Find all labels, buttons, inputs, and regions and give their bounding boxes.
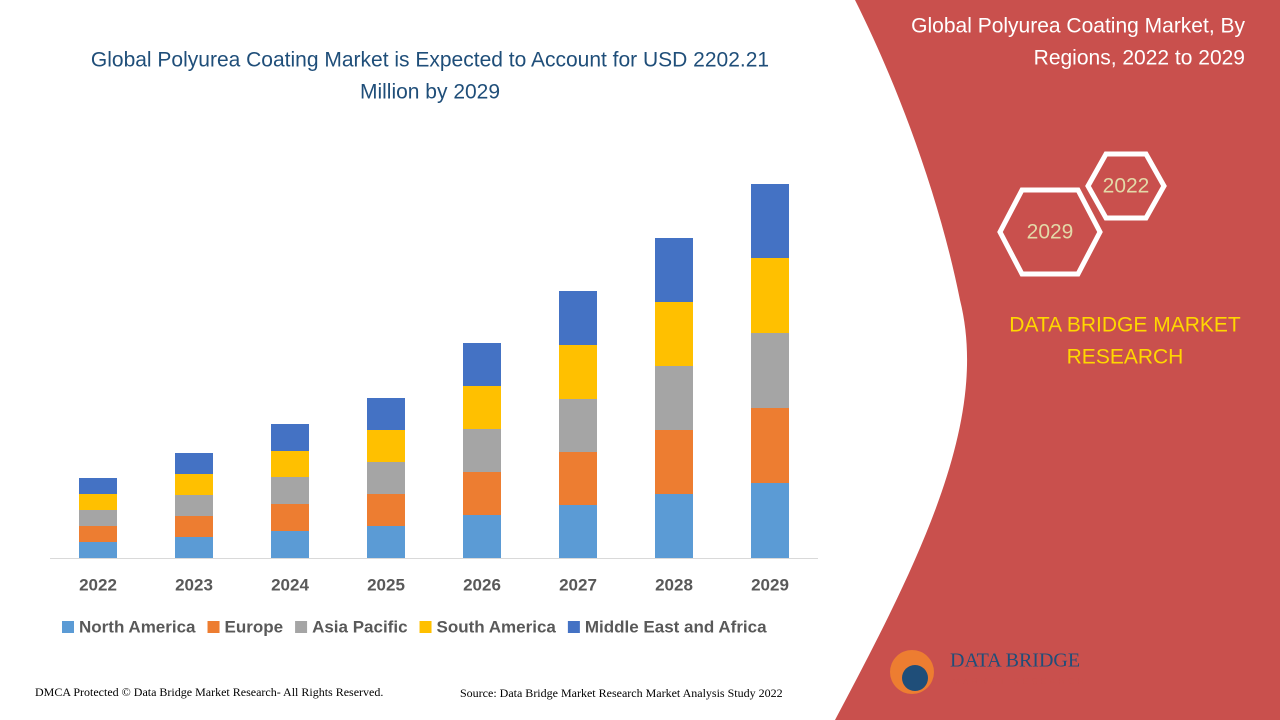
panel-title-1: Global Polyurea Coating Market, By [911, 15, 1245, 38]
legend-swatch [567, 621, 580, 633]
bar-segment [271, 477, 309, 504]
hex-label: 2022 [1103, 175, 1150, 198]
legend-swatch [419, 621, 432, 633]
chart-title-1: Global Polyurea Coating Market is Expect… [91, 49, 769, 72]
legend-label: Asia Pacific [312, 617, 407, 636]
bar-segment [751, 483, 789, 558]
x-tick-label: 2028 [655, 575, 693, 594]
x-tick-label: 2027 [559, 575, 597, 594]
chart-title-2: Million by 2029 [360, 81, 500, 104]
copyright: DMCA Protected © Data Bridge Market Rese… [35, 685, 383, 699]
bar-segment [79, 526, 117, 542]
hexagon [997, 187, 1103, 277]
brand-1: DATA BRIDGE MARKET [1009, 314, 1241, 337]
bar-segment [751, 333, 789, 408]
bar-segment [463, 515, 501, 558]
legend-swatch [207, 621, 220, 633]
bar-segment [655, 302, 693, 366]
panel-title-2: Regions, 2022 to 2029 [1034, 47, 1245, 70]
bar-segment [271, 451, 309, 477]
bar-segment [655, 494, 693, 558]
bar-segment [559, 399, 597, 452]
bar-segment [367, 462, 405, 494]
x-tick-label: 2022 [79, 575, 117, 594]
bar-segment [655, 238, 693, 302]
legend-swatch [62, 621, 74, 633]
bar-segment [655, 366, 693, 430]
bar-segment [367, 398, 405, 430]
x-tick-label: 2026 [463, 575, 501, 594]
legend-label: Europe [225, 617, 284, 636]
legend-label: South America [437, 617, 557, 636]
bar-segment [79, 510, 117, 526]
bar-segment [175, 537, 213, 558]
x-tick-label: 2023 [175, 575, 213, 594]
logo-mark [902, 665, 928, 691]
bar-segment [559, 345, 597, 399]
bar-segment [175, 474, 213, 495]
bar-segment [559, 452, 597, 505]
bar-segment [367, 526, 405, 558]
x-tick-label: 2029 [751, 575, 789, 594]
hexagon [1085, 151, 1167, 221]
legend-swatch [295, 621, 308, 633]
legend-label: Middle East and Africa [585, 617, 767, 636]
hex-label: 2029 [1027, 221, 1074, 244]
logo [890, 650, 934, 694]
bar-segment [751, 408, 789, 483]
logo-name: DATA BRIDGE [950, 650, 1080, 672]
bar-segment [463, 472, 501, 515]
bar-segment [367, 430, 405, 462]
x-tick-label: 2024 [271, 575, 309, 594]
bar-segment [79, 542, 117, 558]
bar-segment [559, 505, 597, 558]
bar-segment [367, 494, 405, 526]
side-panel [835, 0, 1280, 720]
bar-segment [463, 429, 501, 472]
bar-segment [175, 495, 213, 516]
logo-tagline: MARKET RESEARCH [952, 676, 1087, 686]
bar-segment [655, 430, 693, 494]
bar-segment [175, 453, 213, 474]
bar-segment [271, 424, 309, 451]
brand-2: RESEARCH [1067, 346, 1184, 369]
legend-label: North America [79, 617, 196, 636]
bar-segment [271, 504, 309, 531]
source: Source: Data Bridge Market Research Mark… [460, 686, 783, 700]
bar-segment [559, 291, 597, 345]
bar-segment [463, 386, 501, 429]
bar-segment [79, 494, 117, 510]
bar-segment [271, 531, 309, 558]
x-tick-label: 2025 [367, 575, 405, 594]
bar-segment [463, 343, 501, 386]
bar-segment [751, 258, 789, 333]
bar-segment [79, 478, 117, 494]
bar-segment [175, 516, 213, 537]
bar-segment [751, 184, 789, 258]
